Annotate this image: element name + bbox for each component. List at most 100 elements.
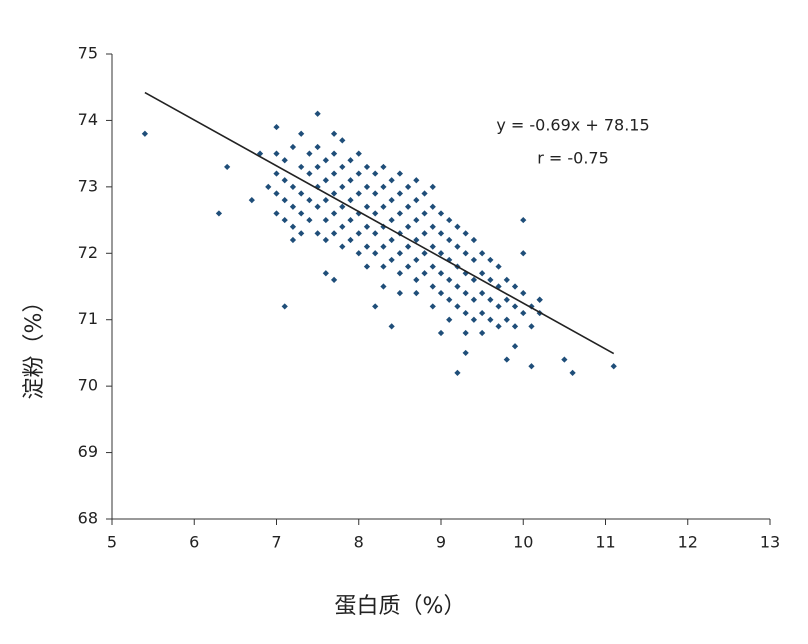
scatter-point <box>396 210 403 217</box>
scatter-point <box>314 143 321 151</box>
scatter-point <box>536 296 543 303</box>
scatter-point <box>281 197 288 204</box>
scatter-point <box>298 210 305 217</box>
scatter-point <box>503 316 510 323</box>
y-tick-label: 68 <box>78 509 98 528</box>
scatter-point <box>479 270 486 277</box>
scatter-point <box>421 210 428 217</box>
scatter-point <box>289 143 297 151</box>
scatter-point <box>487 276 494 283</box>
scatter-point <box>429 263 436 270</box>
scatter-point <box>363 223 371 230</box>
scatter-point <box>363 183 371 190</box>
x-axis-label: 蛋白质（%） <box>335 594 466 619</box>
scatter-point <box>421 270 428 277</box>
scatter-point <box>347 216 354 224</box>
scatter-point <box>413 216 420 224</box>
scatter-point <box>404 223 412 230</box>
scatter-point <box>281 303 288 310</box>
scatter-point <box>380 263 387 270</box>
scatter-point <box>495 263 502 270</box>
scatter-point <box>388 256 395 264</box>
scatter-point <box>380 163 387 171</box>
scatter-point <box>339 203 346 210</box>
scatter-point <box>322 157 329 164</box>
scatter-point <box>495 303 502 310</box>
scatter-point <box>388 323 395 330</box>
scatter-point <box>273 190 280 197</box>
scatter-point <box>224 163 231 171</box>
scatter-point <box>372 250 379 257</box>
y-axis-label: 淀粉（%） <box>22 291 47 400</box>
x-tick-label: 9 <box>436 533 446 552</box>
scatter-point <box>503 296 510 303</box>
scatter-point <box>396 270 403 277</box>
scatter-point <box>396 290 403 297</box>
scatter-point <box>470 256 478 264</box>
scatter-point <box>339 137 346 144</box>
scatter-point <box>437 270 445 277</box>
scatter-point <box>380 283 387 290</box>
scatter-point <box>289 223 297 230</box>
scatter-point <box>396 190 403 197</box>
scatter-point <box>454 303 461 310</box>
scatter-point <box>298 230 305 237</box>
y-tick-label: 70 <box>78 376 98 395</box>
scatter-point <box>273 170 280 177</box>
scatter-point <box>446 316 453 323</box>
scatter-point <box>322 197 329 204</box>
scatter-point <box>289 203 297 210</box>
correlation-annotation: r = -0.75 <box>537 149 609 168</box>
scatter-point <box>388 177 395 184</box>
scatter-point <box>413 276 420 283</box>
x-tick-label: 7 <box>271 533 281 552</box>
scatter-point <box>413 290 420 297</box>
scatter-point <box>355 190 362 197</box>
scatter-point <box>413 256 420 264</box>
scatter-point <box>528 363 535 370</box>
scatter-point <box>446 276 453 283</box>
scatter-point <box>421 230 428 237</box>
scatter-point <box>610 363 617 370</box>
scatter-point <box>446 236 453 244</box>
y-tick-label: 69 <box>78 442 98 461</box>
scatter-point <box>404 243 412 250</box>
scatter-point <box>306 150 313 157</box>
scatter-point <box>520 290 527 297</box>
scatter-point <box>289 183 297 190</box>
scatter-point <box>298 130 305 137</box>
scatter-point <box>413 177 420 184</box>
scatter-point <box>215 210 223 217</box>
scatter-point <box>429 303 436 310</box>
scatter-point <box>470 316 478 323</box>
scatter-point <box>306 170 313 177</box>
scatter-point <box>372 303 379 310</box>
x-tick-label: 12 <box>678 533 698 552</box>
scatter-point <box>487 316 494 323</box>
scatter-point <box>462 230 469 237</box>
x-tick-label: 13 <box>760 533 780 552</box>
scatter-point <box>141 130 149 137</box>
scatter-point <box>404 203 412 210</box>
scatter-point <box>273 210 280 217</box>
scatter-point <box>479 290 486 297</box>
scatter-point <box>421 250 428 257</box>
scatter-point <box>446 296 453 303</box>
scatter-point <box>298 190 305 197</box>
scatter-point <box>281 157 288 164</box>
scatter-point <box>520 216 527 224</box>
scatter-point <box>347 177 354 184</box>
scatter-point <box>413 197 420 204</box>
scatter-point <box>511 343 519 350</box>
scatter-point <box>396 250 403 257</box>
scatter-point <box>330 170 338 177</box>
scatter-point <box>306 197 313 204</box>
scatter-point <box>355 170 362 177</box>
scatter-point <box>248 197 255 204</box>
scatter-point <box>380 203 387 210</box>
scatter-point <box>479 309 486 317</box>
scatter-point <box>330 150 338 157</box>
scatter-point <box>289 236 297 244</box>
scatter-point <box>355 230 362 237</box>
